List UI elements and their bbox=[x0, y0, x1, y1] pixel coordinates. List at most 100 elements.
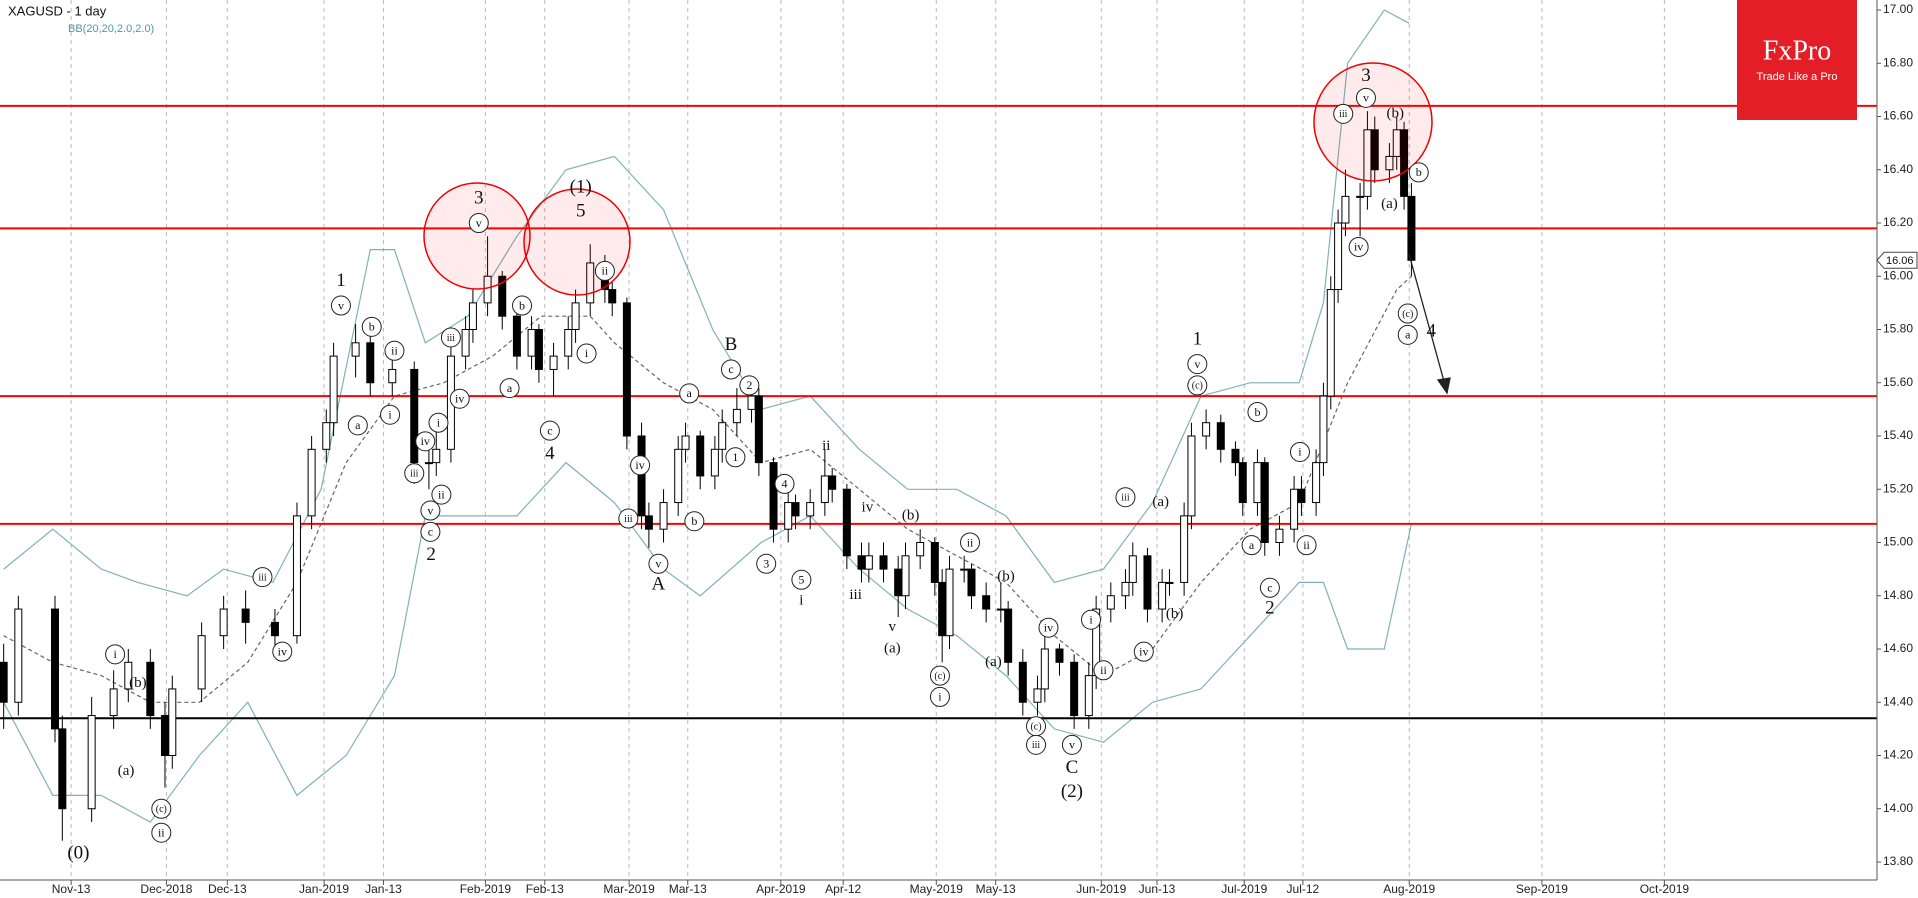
candle-body bbox=[307, 448, 316, 517]
wave-label-circle bbox=[929, 686, 950, 707]
wave-label: iii bbox=[624, 514, 633, 525]
wave-label: ii bbox=[602, 264, 609, 278]
wave-label: (c) bbox=[156, 804, 167, 815]
candle-body bbox=[549, 355, 558, 370]
wave-label: iv bbox=[278, 644, 287, 658]
y-tick-label: 15.20 bbox=[1883, 481, 1913, 495]
x-tick-label: Apr-2019 bbox=[756, 882, 806, 896]
candle-body bbox=[1202, 422, 1211, 437]
wave-label-circle bbox=[330, 295, 351, 316]
candle-body bbox=[1033, 688, 1042, 703]
y-tick-label: 13.80 bbox=[1883, 854, 1913, 868]
candle-body bbox=[1231, 448, 1240, 464]
candle-body bbox=[50, 608, 59, 730]
wave-label: 3 bbox=[763, 557, 769, 571]
candle-body bbox=[784, 502, 793, 530]
candle-body bbox=[1040, 648, 1049, 690]
y-tick-label: 15.80 bbox=[1883, 322, 1913, 336]
wave-label-circle bbox=[1247, 402, 1268, 423]
wave-label: a bbox=[1405, 328, 1411, 342]
wave-label: 2 bbox=[1265, 597, 1275, 618]
wave-label: v bbox=[889, 619, 897, 635]
wave-label-circle bbox=[594, 260, 615, 281]
candle-body bbox=[468, 302, 477, 330]
candle-body bbox=[1356, 195, 1365, 198]
x-tick-label: Mar-13 bbox=[669, 882, 707, 896]
candle-body bbox=[1400, 129, 1409, 197]
wave-label: iv bbox=[1044, 620, 1053, 634]
candle-body bbox=[564, 329, 573, 357]
candle-body bbox=[982, 595, 991, 610]
candle-body bbox=[1341, 195, 1350, 224]
wave-label: iv bbox=[455, 391, 464, 405]
candle-body bbox=[1180, 515, 1189, 583]
wave-label-circle bbox=[151, 798, 172, 819]
wave-label: (b) bbox=[997, 569, 1015, 585]
wave-label: c bbox=[547, 423, 552, 437]
candle-body bbox=[351, 342, 360, 357]
x-tick-label: Jun-13 bbox=[1139, 882, 1176, 896]
wave-label: 1 bbox=[732, 450, 738, 464]
arrow-line bbox=[1408, 253, 1446, 386]
candle-body bbox=[1216, 422, 1225, 450]
x-tick-label: Aug-2019 bbox=[1383, 882, 1435, 896]
highlight-circle bbox=[423, 182, 531, 290]
wave-label: iv bbox=[862, 499, 874, 515]
wave-label-circle bbox=[499, 378, 520, 399]
x-tick-label: Feb-2019 bbox=[460, 882, 512, 896]
wave-label-circle bbox=[1133, 641, 1154, 662]
candle-body bbox=[322, 422, 331, 450]
candle-body bbox=[857, 555, 866, 570]
candle-body bbox=[58, 728, 67, 810]
wave-label: (c) bbox=[1402, 309, 1413, 320]
x-tick-label: Jan-2019 bbox=[299, 882, 349, 896]
candle-body bbox=[168, 688, 177, 756]
candle-body bbox=[219, 608, 228, 637]
wave-label: (1) bbox=[570, 177, 592, 198]
wave-label: (2) bbox=[1061, 781, 1083, 802]
highlight-circle bbox=[1313, 62, 1433, 182]
wave-label: 4 bbox=[1426, 321, 1436, 342]
y-tick-label: 16.20 bbox=[1883, 215, 1913, 229]
wave-label: (a) bbox=[1152, 494, 1169, 510]
candle-body bbox=[1290, 488, 1299, 530]
x-tick-label: Oct-2019 bbox=[1640, 882, 1690, 896]
wave-label: 5 bbox=[798, 573, 804, 587]
x-tick-label: May-13 bbox=[976, 882, 1016, 896]
candle-body bbox=[622, 302, 631, 437]
wave-label-circle bbox=[1061, 734, 1082, 755]
candle-body bbox=[534, 329, 543, 370]
wave-label: iv bbox=[1139, 644, 1148, 658]
y-tick-label: 15.40 bbox=[1883, 428, 1913, 442]
candle-body bbox=[1004, 608, 1013, 663]
wave-label: iv bbox=[421, 434, 430, 448]
candle-body bbox=[329, 355, 338, 424]
wave-label-circle bbox=[1038, 617, 1059, 638]
candle-body bbox=[1165, 581, 1174, 584]
candle-body bbox=[1334, 222, 1343, 291]
wave-label: 1 bbox=[1193, 329, 1203, 350]
candle-body bbox=[864, 555, 873, 570]
grid bbox=[70, 0, 1665, 880]
x-tick-label: Dec-2018 bbox=[140, 882, 192, 896]
wave-label-circle bbox=[725, 447, 746, 468]
candle-body bbox=[160, 715, 169, 756]
wave-label-circle bbox=[420, 500, 441, 521]
candle-body bbox=[1319, 395, 1328, 464]
candle-body bbox=[894, 568, 903, 597]
candle-body bbox=[718, 422, 727, 450]
wave-label: ii bbox=[1303, 538, 1310, 552]
candle-body bbox=[483, 275, 492, 304]
x-tick-label: Sep-2019 bbox=[1516, 882, 1568, 896]
wave-label-circle bbox=[630, 455, 651, 476]
wave-label: b bbox=[1416, 165, 1422, 179]
wave-label-circle bbox=[347, 415, 368, 436]
x-tick-label: Jul-12 bbox=[1287, 882, 1320, 896]
logo-name: FxPro bbox=[1763, 35, 1831, 66]
wave-label-circle bbox=[105, 644, 126, 665]
wave-label-circle bbox=[380, 404, 401, 425]
wave-label: ii bbox=[438, 487, 445, 501]
wave-label-circle bbox=[739, 375, 760, 396]
